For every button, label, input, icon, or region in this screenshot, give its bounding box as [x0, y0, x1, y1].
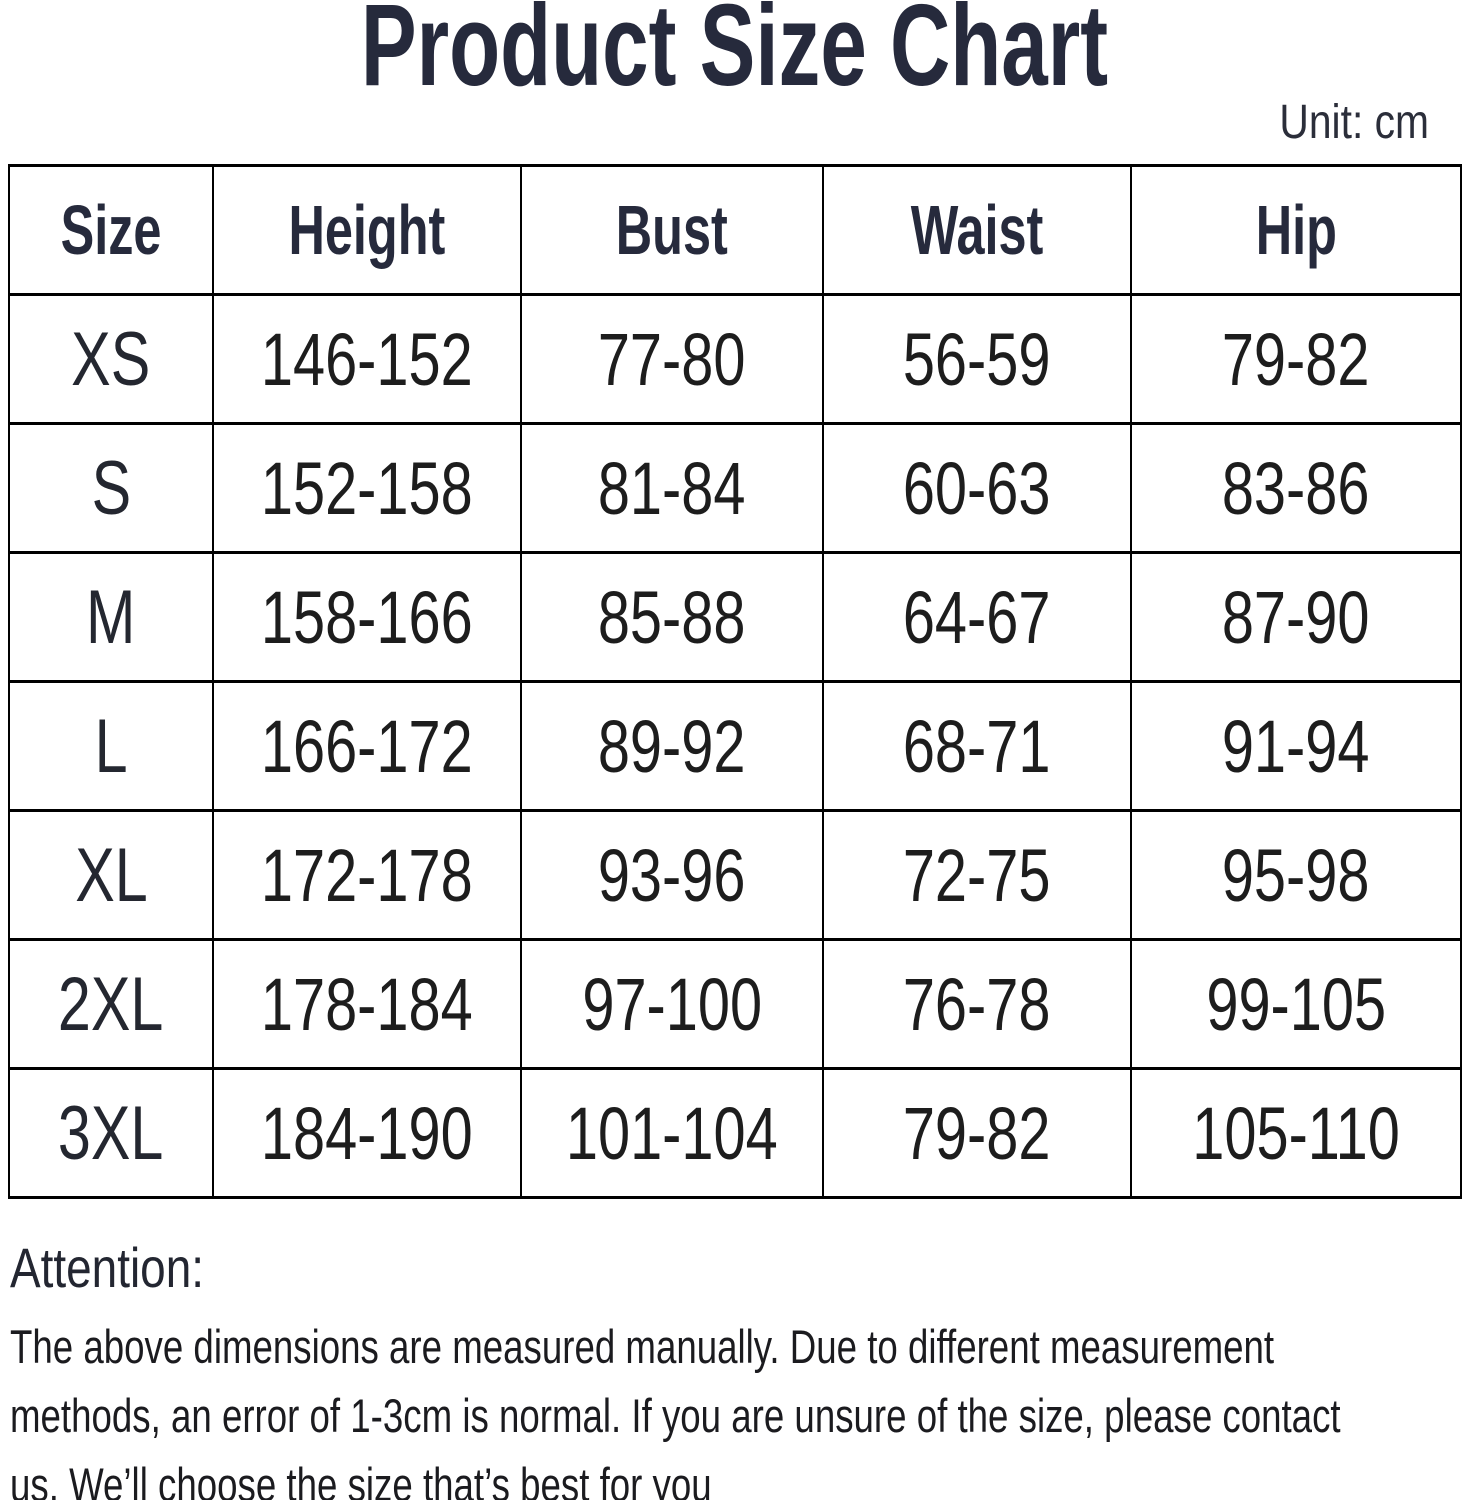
waist-value: 56-59 [903, 317, 1051, 401]
attention-line-3: us. We’ll choose the size that’s best fo… [10, 1458, 712, 1500]
size-cell: M [8, 551, 214, 683]
waist-value: 68-71 [903, 704, 1051, 788]
hip-value: 95-98 [1222, 833, 1370, 917]
size-chart-table: Size Height Bust Waist Hip XS 146-152 77… [8, 164, 1462, 1199]
column-header-waist: Waist [822, 164, 1132, 296]
waist-cell: 68-71 [822, 680, 1132, 812]
waist-value: 79-82 [903, 1091, 1051, 1175]
size-value: M [86, 574, 136, 660]
waist-value: 60-63 [903, 446, 1051, 530]
table-row-l: L 166-172 89-92 68-71 91-94 [8, 680, 1462, 812]
table-row-xl: XL 172-178 93-96 72-75 95-98 [8, 809, 1462, 941]
column-header-hip-label: Hip [1255, 191, 1337, 269]
size-value: XS [71, 316, 151, 402]
bust-value: 101-104 [566, 1091, 778, 1175]
bust-value: 81-84 [598, 446, 746, 530]
height-cell: 172-178 [212, 809, 522, 941]
hip-value: 87-90 [1222, 575, 1370, 659]
table-row-m: M 158-166 85-88 64-67 87-90 [8, 551, 1462, 683]
bust-value: 93-96 [598, 833, 746, 917]
height-cell: 158-166 [212, 551, 522, 683]
column-header-height-label: Height [288, 191, 446, 269]
size-value: L [94, 703, 128, 789]
waist-cell: 79-82 [822, 1067, 1132, 1199]
hip-value: 79-82 [1222, 317, 1370, 401]
bust-value: 97-100 [582, 962, 762, 1046]
bust-cell: 77-80 [520, 293, 824, 425]
column-header-height: Height [212, 164, 522, 296]
table-row-3xl: 3XL 184-190 101-104 79-82 105-110 [8, 1067, 1462, 1199]
hip-cell: 83-86 [1130, 422, 1462, 554]
bust-cell: 85-88 [520, 551, 824, 683]
bust-cell: 101-104 [520, 1067, 824, 1199]
column-header-hip: Hip [1130, 164, 1462, 296]
height-value: 166-172 [261, 704, 473, 788]
height-value: 172-178 [261, 833, 473, 917]
hip-cell: 105-110 [1130, 1067, 1462, 1199]
waist-cell: 64-67 [822, 551, 1132, 683]
waist-cell: 72-75 [822, 809, 1132, 941]
attention-note: The above dimensions are measured manual… [10, 1312, 1469, 1500]
size-cell: XS [8, 293, 214, 425]
hip-value: 83-86 [1222, 446, 1370, 530]
height-value: 146-152 [261, 317, 473, 401]
column-header-size-label: Size [60, 191, 162, 269]
hip-cell: 95-98 [1130, 809, 1462, 941]
size-value: S [91, 445, 131, 531]
hip-value: 99-105 [1206, 962, 1386, 1046]
size-cell: S [8, 422, 214, 554]
table-row-2xl: 2XL 178-184 97-100 76-78 99-105 [8, 938, 1462, 1070]
size-cell: XL [8, 809, 214, 941]
hip-cell: 99-105 [1130, 938, 1462, 1070]
size-value: XL [74, 832, 148, 918]
bust-value: 77-80 [598, 317, 746, 401]
attention-line-1: The above dimensions are measured manual… [10, 1320, 1275, 1373]
column-header-size: Size [8, 164, 214, 296]
table-header-row: Size Height Bust Waist Hip [8, 164, 1462, 296]
hip-cell: 79-82 [1130, 293, 1462, 425]
bust-cell: 89-92 [520, 680, 824, 812]
attention-line-2: methods, an error of 1-3cm is normal. If… [10, 1389, 1341, 1442]
size-cell: 2XL [8, 938, 214, 1070]
bust-cell: 93-96 [520, 809, 824, 941]
size-value: 2XL [58, 961, 164, 1047]
height-value: 152-158 [261, 446, 473, 530]
size-cell: 3XL [8, 1067, 214, 1199]
bust-cell: 97-100 [520, 938, 824, 1070]
table-row-xs: XS 146-152 77-80 56-59 79-82 [8, 293, 1462, 425]
bust-cell: 81-84 [520, 422, 824, 554]
hip-value: 105-110 [1192, 1091, 1400, 1175]
waist-cell: 76-78 [822, 938, 1132, 1070]
waist-value: 72-75 [903, 833, 1051, 917]
height-cell: 166-172 [212, 680, 522, 812]
size-value: 3XL [58, 1090, 164, 1176]
column-header-bust: Bust [520, 164, 824, 296]
waist-value: 76-78 [903, 962, 1051, 1046]
hip-cell: 87-90 [1130, 551, 1462, 683]
waist-value: 64-67 [903, 575, 1051, 659]
attention-heading: Attention: [10, 1236, 205, 1299]
column-header-waist-label: Waist [910, 191, 1044, 269]
unit-label: Unit: cm [1279, 96, 1429, 149]
bust-value: 89-92 [598, 704, 746, 788]
size-cell: L [8, 680, 214, 812]
waist-cell: 60-63 [822, 422, 1132, 554]
column-header-bust-label: Bust [615, 191, 729, 269]
height-cell: 178-184 [212, 938, 522, 1070]
page-title: Product Size Chart [360, 0, 1109, 110]
bust-value: 85-88 [598, 575, 746, 659]
height-cell: 152-158 [212, 422, 522, 554]
height-cell: 184-190 [212, 1067, 522, 1199]
height-cell: 146-152 [212, 293, 522, 425]
height-value: 158-166 [261, 575, 473, 659]
hip-cell: 91-94 [1130, 680, 1462, 812]
height-value: 184-190 [261, 1091, 473, 1175]
height-value: 178-184 [261, 962, 473, 1046]
table-row-s: S 152-158 81-84 60-63 83-86 [8, 422, 1462, 554]
waist-cell: 56-59 [822, 293, 1132, 425]
hip-value: 91-94 [1222, 704, 1370, 788]
